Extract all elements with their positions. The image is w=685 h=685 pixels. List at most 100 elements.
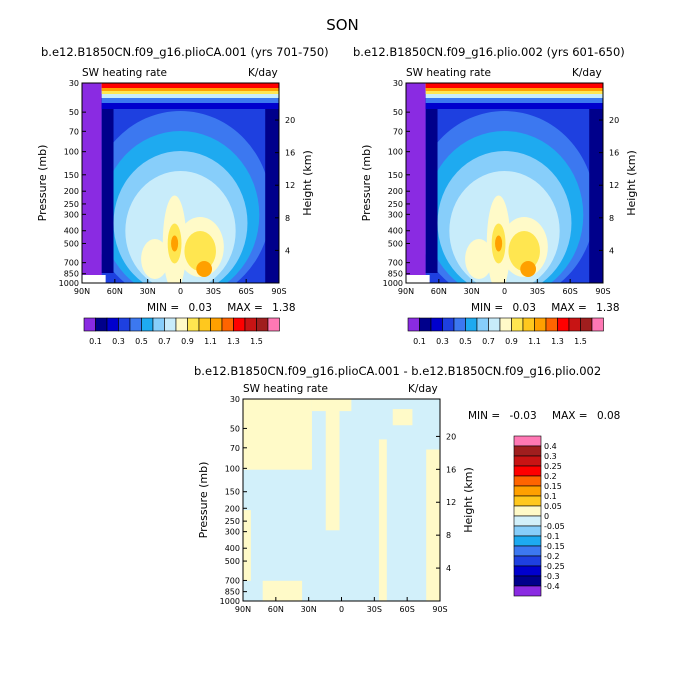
latitude-tick-label: 60N (107, 287, 123, 296)
colorbar-swatch (513, 465, 542, 477)
colorbar-label: 0.15 (544, 482, 562, 491)
panel-3-min-value: -0.03 (509, 410, 537, 422)
colorbar-label: 0.5 (135, 337, 148, 346)
pressure-tick-label: 300 (64, 210, 79, 219)
colorbar-swatch (476, 317, 489, 332)
pressure-tick-label: 200 (225, 504, 240, 513)
colorbar-label: 1.5 (250, 337, 263, 346)
contour-band (425, 83, 438, 273)
contour-band (425, 83, 603, 88)
contour-band (465, 239, 493, 279)
pressure-tick-label: 30 (69, 79, 79, 88)
colorbar-label: 0 (544, 512, 549, 521)
panel-1-colorbar: 0.1 0.3 0.5 0.7 0.9 1.1 1.3 1.5 (83, 317, 280, 346)
panel-2-subtitle-left: SW heating rate (406, 67, 491, 79)
latitude-tick-label: 30S (530, 287, 545, 296)
colorbar-swatch (545, 317, 558, 332)
colorbar-label: 0.9 (505, 337, 518, 346)
pressure-tick-label: 500 (64, 239, 79, 248)
colorbar-label: -0.05 (544, 522, 565, 531)
contour-band (589, 83, 603, 283)
pressure-tick-label: 250 (388, 200, 403, 209)
panel-2-subtitle-right: K/day (572, 67, 602, 79)
latitude-axis: 90N 60N 30N 0 30S 60S 90S (235, 597, 448, 614)
colorbar-swatch (187, 317, 200, 332)
pressure-tick-label: 100 (225, 464, 240, 473)
colorbar-swatch (465, 317, 478, 332)
panel-1-stats: MIN = 0.03 MAX = 1.38 (147, 302, 296, 314)
colorbar-swatch (152, 317, 165, 332)
contour-band (406, 275, 430, 283)
contour-band (520, 261, 537, 277)
colorbar-swatch (513, 545, 542, 557)
colorbar-label: 0.1 (413, 337, 426, 346)
height-axis: 20 16 12 8 4 (436, 432, 456, 573)
pressure-tick-label: 150 (64, 171, 79, 180)
colorbar-swatch (419, 317, 432, 332)
contour-band (82, 83, 102, 283)
contour-band (101, 83, 279, 88)
plot-fill-3 (243, 399, 440, 601)
panel-3-min-label: MIN = (468, 410, 501, 422)
contour-band (243, 510, 251, 581)
panel-1-title: b.e12.B1850CN.f09_g16.plioCA.001 (yrs 70… (41, 45, 329, 59)
height-tick-label: 12 (609, 181, 619, 190)
height-tick-label: 20 (285, 116, 295, 125)
pressure-axis-title: Pressure (mb) (360, 145, 373, 222)
pressure-tick-label: 50 (69, 108, 79, 117)
latitude-tick-label: 60S (239, 287, 254, 296)
colorbar-label: 0.7 (482, 337, 495, 346)
height-tick-label: 4 (446, 564, 451, 573)
height-tick-label: 12 (285, 181, 295, 190)
colorbar-swatch (129, 317, 142, 332)
panel-1-min-label: MIN = (147, 302, 180, 314)
panel-3-subtitle-right: K/day (408, 383, 438, 395)
colorbar-swatch (513, 555, 542, 567)
pressure-tick-label: 1000 (383, 279, 403, 288)
colorbar-swatch (591, 317, 604, 332)
colorbar-swatch (430, 317, 443, 332)
latitude-tick-label: 60S (400, 605, 415, 614)
latitude-tick-label: 30N (464, 287, 480, 296)
latitude-tick-label: 90N (74, 287, 90, 296)
contour-band (378, 439, 387, 601)
panel-1-min-value: 0.03 (188, 302, 212, 314)
pressure-tick-label: 850 (388, 270, 403, 279)
colorbar-swatch (513, 515, 542, 527)
colorbar-swatch (513, 575, 542, 587)
pressure-tick-label: 50 (393, 108, 403, 117)
contour-band (101, 83, 114, 273)
colorbar-swatch (513, 505, 542, 517)
colorbar-swatch (522, 317, 535, 332)
colorbar-swatch (513, 445, 542, 457)
colorbar-swatch (511, 317, 524, 332)
colorbar-swatch (118, 317, 131, 332)
contour-band (184, 231, 216, 271)
contour-band (406, 83, 426, 283)
colorbar-label: 0.2 (544, 472, 557, 481)
colorbar-swatch (244, 317, 257, 332)
contour-band (262, 580, 303, 601)
pressure-tick-label: 30 (230, 395, 240, 404)
colorbar-label: 1.1 (204, 337, 217, 346)
pressure-tick-label: 400 (388, 227, 403, 236)
latitude-axis: 90N 60N 30N 0 30S 60S 90S (74, 279, 287, 296)
contour-band (171, 235, 179, 252)
colorbar-label: 1.3 (227, 337, 240, 346)
panel-2-colorbar: 0.1 0.3 0.5 0.7 0.9 1.1 1.3 1.5 (407, 317, 604, 346)
panel-2-max-value: 1.38 (596, 302, 620, 314)
colorbar-label: 0.7 (158, 337, 171, 346)
latitude-tick-label: 60S (563, 287, 578, 296)
panel-2-title: b.e12.B1850CN.f09_g16.plio.002 (yrs 601-… (353, 45, 625, 59)
contour-band (495, 235, 503, 252)
contour-band (141, 239, 169, 279)
latitude-tick-label: 60N (431, 287, 447, 296)
height-tick-label: 8 (285, 214, 290, 223)
pressure-tick-label: 150 (388, 171, 403, 180)
colorbar-label: 1.1 (528, 337, 541, 346)
pressure-tick-label: 850 (225, 588, 240, 597)
panel-2-stats: MIN = 0.03 MAX = 1.38 (471, 302, 620, 314)
latitude-tick-label: 90S (271, 287, 286, 296)
